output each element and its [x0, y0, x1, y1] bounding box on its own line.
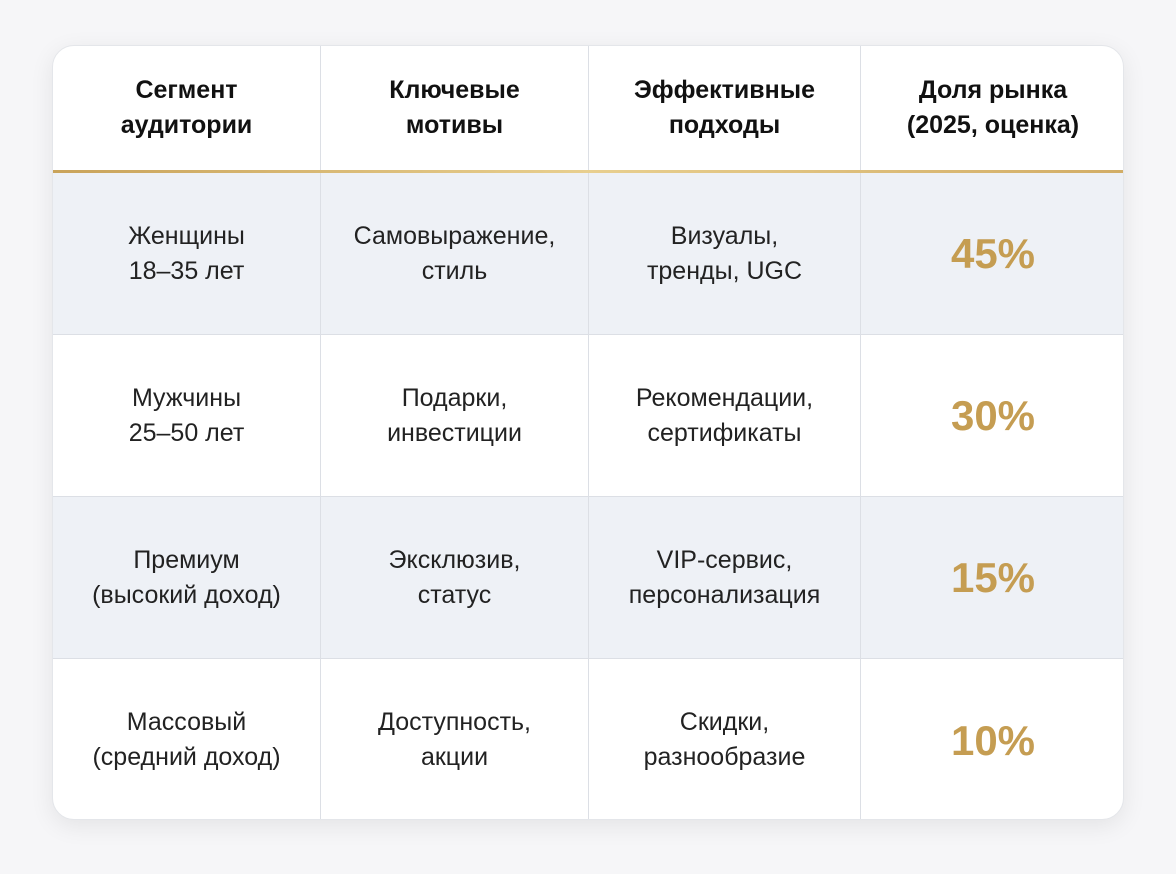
header-cell: Ключевые мотивы: [321, 46, 589, 170]
table-cell: Подарки, инвестиции: [321, 335, 589, 496]
table-cell: Премиум (высокий доход): [53, 497, 321, 658]
table-row: Массовый (средний доход) Доступность, акц…: [53, 659, 1123, 819]
table-cell: Женщины 18–35 лет: [53, 173, 321, 334]
table-cell: Самовыражение, стиль: [321, 173, 589, 334]
share-cell: 10%: [950, 716, 1036, 764]
table-row: Женщины 18–35 лет Самовыражение, стиль Виз…: [53, 173, 1123, 335]
table-cell: Мужчины 25–50 лет: [53, 335, 321, 496]
share-cell: 45%: [950, 230, 1036, 277]
table-card: Сегмент аудитории Ключевые мотивы Эффектив…: [52, 45, 1124, 820]
header-cell: Доля рынка (2025, оценка): [906, 76, 1080, 139]
header-cell: Эффективные подходы: [589, 46, 861, 170]
table-cell: Скидки, разнообразие: [589, 659, 861, 819]
table-cell: Доступность, акции: [321, 659, 589, 819]
table-row: Мужчины 25–50 лет Подарки, инвестиции Реко…: [53, 335, 1123, 497]
header-cell: Сегмент аудитории: [53, 46, 321, 170]
table-cell: Эксклюзив, статус: [321, 497, 589, 658]
header-row: Сегмент аудитории Ключевые мотивы Эффектив…: [53, 46, 1123, 173]
table-row: Премиум (высокий доход) Эксклюзив, статус…: [53, 497, 1123, 659]
table-cell: Визуалы, тренды, UGC: [589, 173, 861, 334]
share-cell: 30%: [950, 392, 1036, 439]
share-cell: 15%: [950, 554, 1036, 601]
table-cell: VIP-сервис, персонализация: [589, 497, 861, 658]
table-cell: Массовый (средний доход): [53, 659, 321, 819]
table-cell: Рекомендации, сертификаты: [589, 335, 861, 496]
